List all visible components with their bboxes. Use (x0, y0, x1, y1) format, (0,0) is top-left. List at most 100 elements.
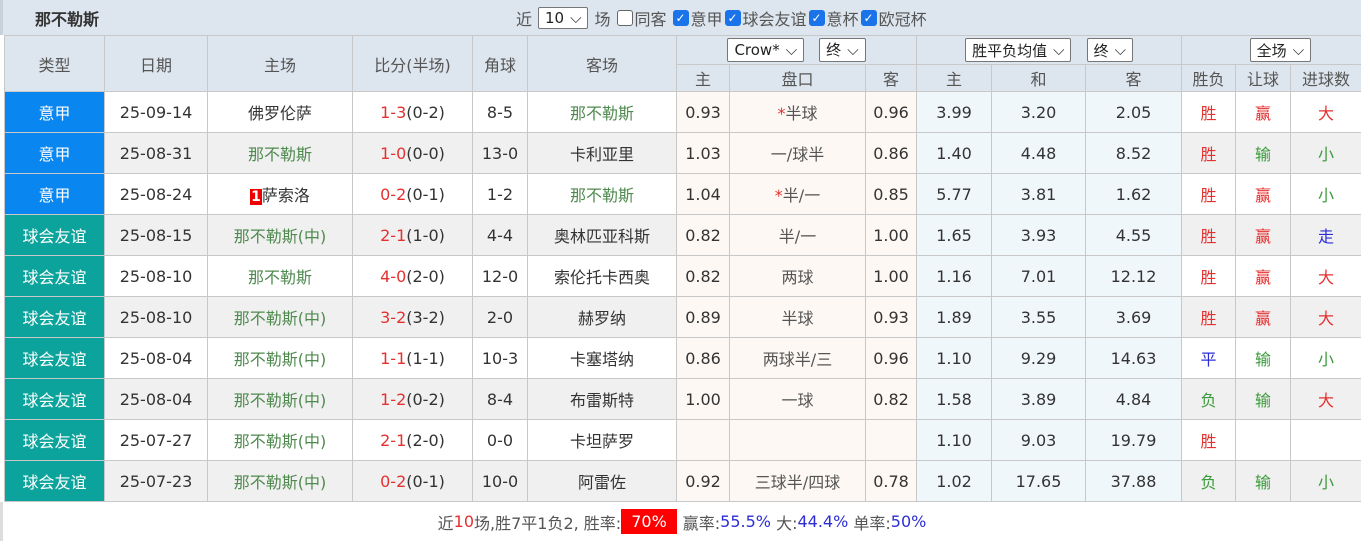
home-team[interactable]: 那不勒斯(中) (233, 350, 327, 369)
league-cell[interactable]: 意甲 (4, 132, 105, 174)
odds-company-select[interactable]: Crow* ⌵ (727, 38, 805, 63)
corner-cell: 10-0 (472, 460, 528, 502)
away-team[interactable]: 卡坦萨罗 (527, 419, 677, 461)
full-time-score: 1-0 (380, 143, 407, 163)
home-cell[interactable]: 那不勒斯(中) (207, 460, 353, 502)
home-cell[interactable]: 佛罗伦萨 (207, 91, 353, 133)
avg-away: 37.88 (1084, 460, 1183, 502)
away-team[interactable]: 那不勒斯 (527, 173, 677, 215)
half-time-score: (0-2) (406, 102, 445, 122)
goals-result: 小 (1290, 132, 1361, 174)
subcol-header: 盘口 (729, 64, 866, 92)
match-row[interactable]: 意甲 25-08-24 1萨索洛 0-2(0-1) 1-2 那不勒斯 1.04 … (4, 173, 1361, 215)
handicap-cell: *半球 (729, 91, 866, 133)
avg-away: 14.63 (1084, 337, 1183, 379)
result-header: 全场 ⌵ (1181, 35, 1361, 65)
corner-cell: 10-3 (472, 337, 528, 379)
date-cell: 25-09-14 (104, 91, 208, 133)
home-team[interactable]: 那不勒斯 (247, 268, 312, 287)
away-team[interactable]: 奥林匹亚科斯 (527, 214, 677, 256)
league-cell[interactable]: 球会友谊 (4, 460, 105, 502)
home-cell[interactable]: 1萨索洛 (207, 173, 353, 215)
league-cell[interactable]: 球会友谊 (4, 255, 105, 297)
goals-result: 大 (1290, 91, 1361, 133)
league-cell[interactable]: 球会友谊 (4, 378, 105, 420)
home-team[interactable]: 那不勒斯(中) (233, 227, 327, 246)
home-cell[interactable]: 那不勒斯(中) (207, 296, 353, 338)
home-cell[interactable]: 那不勒斯(中) (207, 419, 353, 461)
home-team[interactable]: 那不勒斯(中) (233, 391, 327, 410)
avg-home: 1.02 (916, 460, 992, 502)
match-row[interactable]: 球会友谊 25-08-15 那不勒斯(中) 2-1(1-0) 4-4 奥林匹亚科… (4, 214, 1361, 256)
filters: 近 10 ⌵ 场 同客 ✓ 意甲 ✓ 球会友谊 ✓ 意杯 ✓ 欧冠杯 (516, 6, 927, 30)
handicap-result: 赢 (1235, 296, 1292, 338)
range-select[interactable]: 全场 ⌵ (1249, 38, 1312, 62)
home-team[interactable]: 那不勒斯(中) (233, 432, 327, 451)
away-team[interactable]: 卡利亚里 (527, 132, 677, 174)
col-corner: 角球 (472, 35, 528, 92)
avg-select[interactable]: 胜平负均值 ⌵ (965, 38, 1072, 62)
goals-result: 走 (1290, 214, 1361, 256)
avg-home: 3.99 (916, 91, 992, 133)
home-cell[interactable]: 那不勒斯(中) (207, 378, 353, 420)
league-checkbox[interactable]: ✓ (672, 10, 689, 26)
match-row[interactable]: 球会友谊 25-08-04 那不勒斯(中) 1-1(1-1) 10-3 卡塞塔纳… (4, 337, 1361, 379)
handicap-result: 输 (1235, 378, 1292, 420)
match-row[interactable]: 球会友谊 25-08-10 那不勒斯 4-0(2-0) 12-0 索伦托卡西奥 … (4, 255, 1361, 297)
home-cell[interactable]: 那不勒斯 (207, 132, 353, 174)
avg-away: 4.84 (1084, 378, 1183, 420)
league-checkbox[interactable]: ✓ (860, 10, 877, 26)
half-time-score: (0-1) (406, 184, 445, 204)
league-label: 球会友谊 (742, 10, 807, 29)
odds-home: 1.04 (676, 173, 730, 215)
handicap-cell: 半/一 (729, 214, 866, 256)
odds-home: 0.93 (676, 91, 730, 133)
home-cell[interactable]: 那不勒斯 (207, 255, 353, 297)
half-time-score: (0-0) (406, 143, 445, 163)
home-team[interactable]: 那不勒斯(中) (233, 309, 327, 328)
avg-stage-select[interactable]: 终 ⌵ (1086, 38, 1133, 62)
league-cell[interactable]: 意甲 (4, 173, 105, 215)
home-cell[interactable]: 那不勒斯(中) (207, 337, 353, 379)
recent-label: 近 (516, 10, 533, 29)
same-venue-checkbox[interactable] (616, 10, 633, 26)
league-cell[interactable]: 球会友谊 (4, 296, 105, 338)
league-cell[interactable]: 球会友谊 (4, 337, 105, 379)
league-checkbox[interactable]: ✓ (724, 10, 741, 26)
away-team[interactable]: 布雷斯特 (527, 378, 677, 420)
league-cell[interactable]: 意甲 (4, 91, 105, 133)
league-checkbox[interactable]: ✓ (808, 10, 825, 26)
summary-count: 10 (453, 512, 474, 531)
match-row[interactable]: 球会友谊 25-07-23 那不勒斯(中) 0-2(0-1) 10-0 阿雷佐 … (4, 460, 1361, 502)
avg-away: 3.69 (1084, 296, 1183, 338)
league-cell[interactable]: 球会友谊 (4, 214, 105, 256)
away-team[interactable]: 阿雷佐 (527, 460, 677, 502)
recent-count-select[interactable]: 10 ⌵ (538, 7, 589, 29)
full-time-score: 2-1 (380, 225, 407, 245)
league-cell[interactable]: 球会友谊 (4, 419, 105, 461)
odds-home (676, 419, 730, 461)
range-select-value: 全场 (1256, 41, 1287, 60)
home-team[interactable]: 那不勒斯(中) (233, 473, 327, 492)
match-row[interactable]: 意甲 25-09-14 佛罗伦萨 1-3(0-2) 8-5 那不勒斯 0.93 … (4, 91, 1361, 133)
odds-stage-select[interactable]: 终 ⌵ (819, 37, 866, 62)
home-team[interactable]: 佛罗伦萨 (247, 104, 312, 123)
away-team[interactable]: 索伦托卡西奥 (527, 255, 677, 297)
away-team[interactable]: 卡塞塔纳 (527, 337, 677, 379)
avg-draw: 3.55 (991, 296, 1086, 338)
odds-away: 0.96 (865, 337, 917, 379)
match-row[interactable]: 球会友谊 25-07-27 那不勒斯(中) 2-1(2-0) 0-0 卡坦萨罗 … (4, 419, 1361, 461)
full-time-score: 4-0 (380, 266, 407, 286)
away-team[interactable]: 赫罗纳 (527, 296, 677, 338)
away-team[interactable]: 那不勒斯 (527, 91, 677, 133)
home-team[interactable]: 那不勒斯 (247, 145, 312, 164)
match-row[interactable]: 球会友谊 25-08-10 那不勒斯(中) 3-2(3-2) 2-0 赫罗纳 0… (4, 296, 1361, 338)
avg-draw: 3.89 (991, 378, 1086, 420)
avg-home: 5.77 (916, 173, 992, 215)
subcol-header: 客 (865, 64, 917, 92)
home-cell[interactable]: 那不勒斯(中) (207, 214, 353, 256)
match-row[interactable]: 球会友谊 25-08-04 那不勒斯(中) 1-2(0-2) 8-4 布雷斯特 … (4, 378, 1361, 420)
corner-cell: 8-4 (472, 378, 528, 420)
match-row[interactable]: 意甲 25-08-31 那不勒斯 1-0(0-0) 13-0 卡利亚里 1.03… (4, 132, 1361, 174)
home-team[interactable]: 萨索洛 (261, 186, 310, 205)
